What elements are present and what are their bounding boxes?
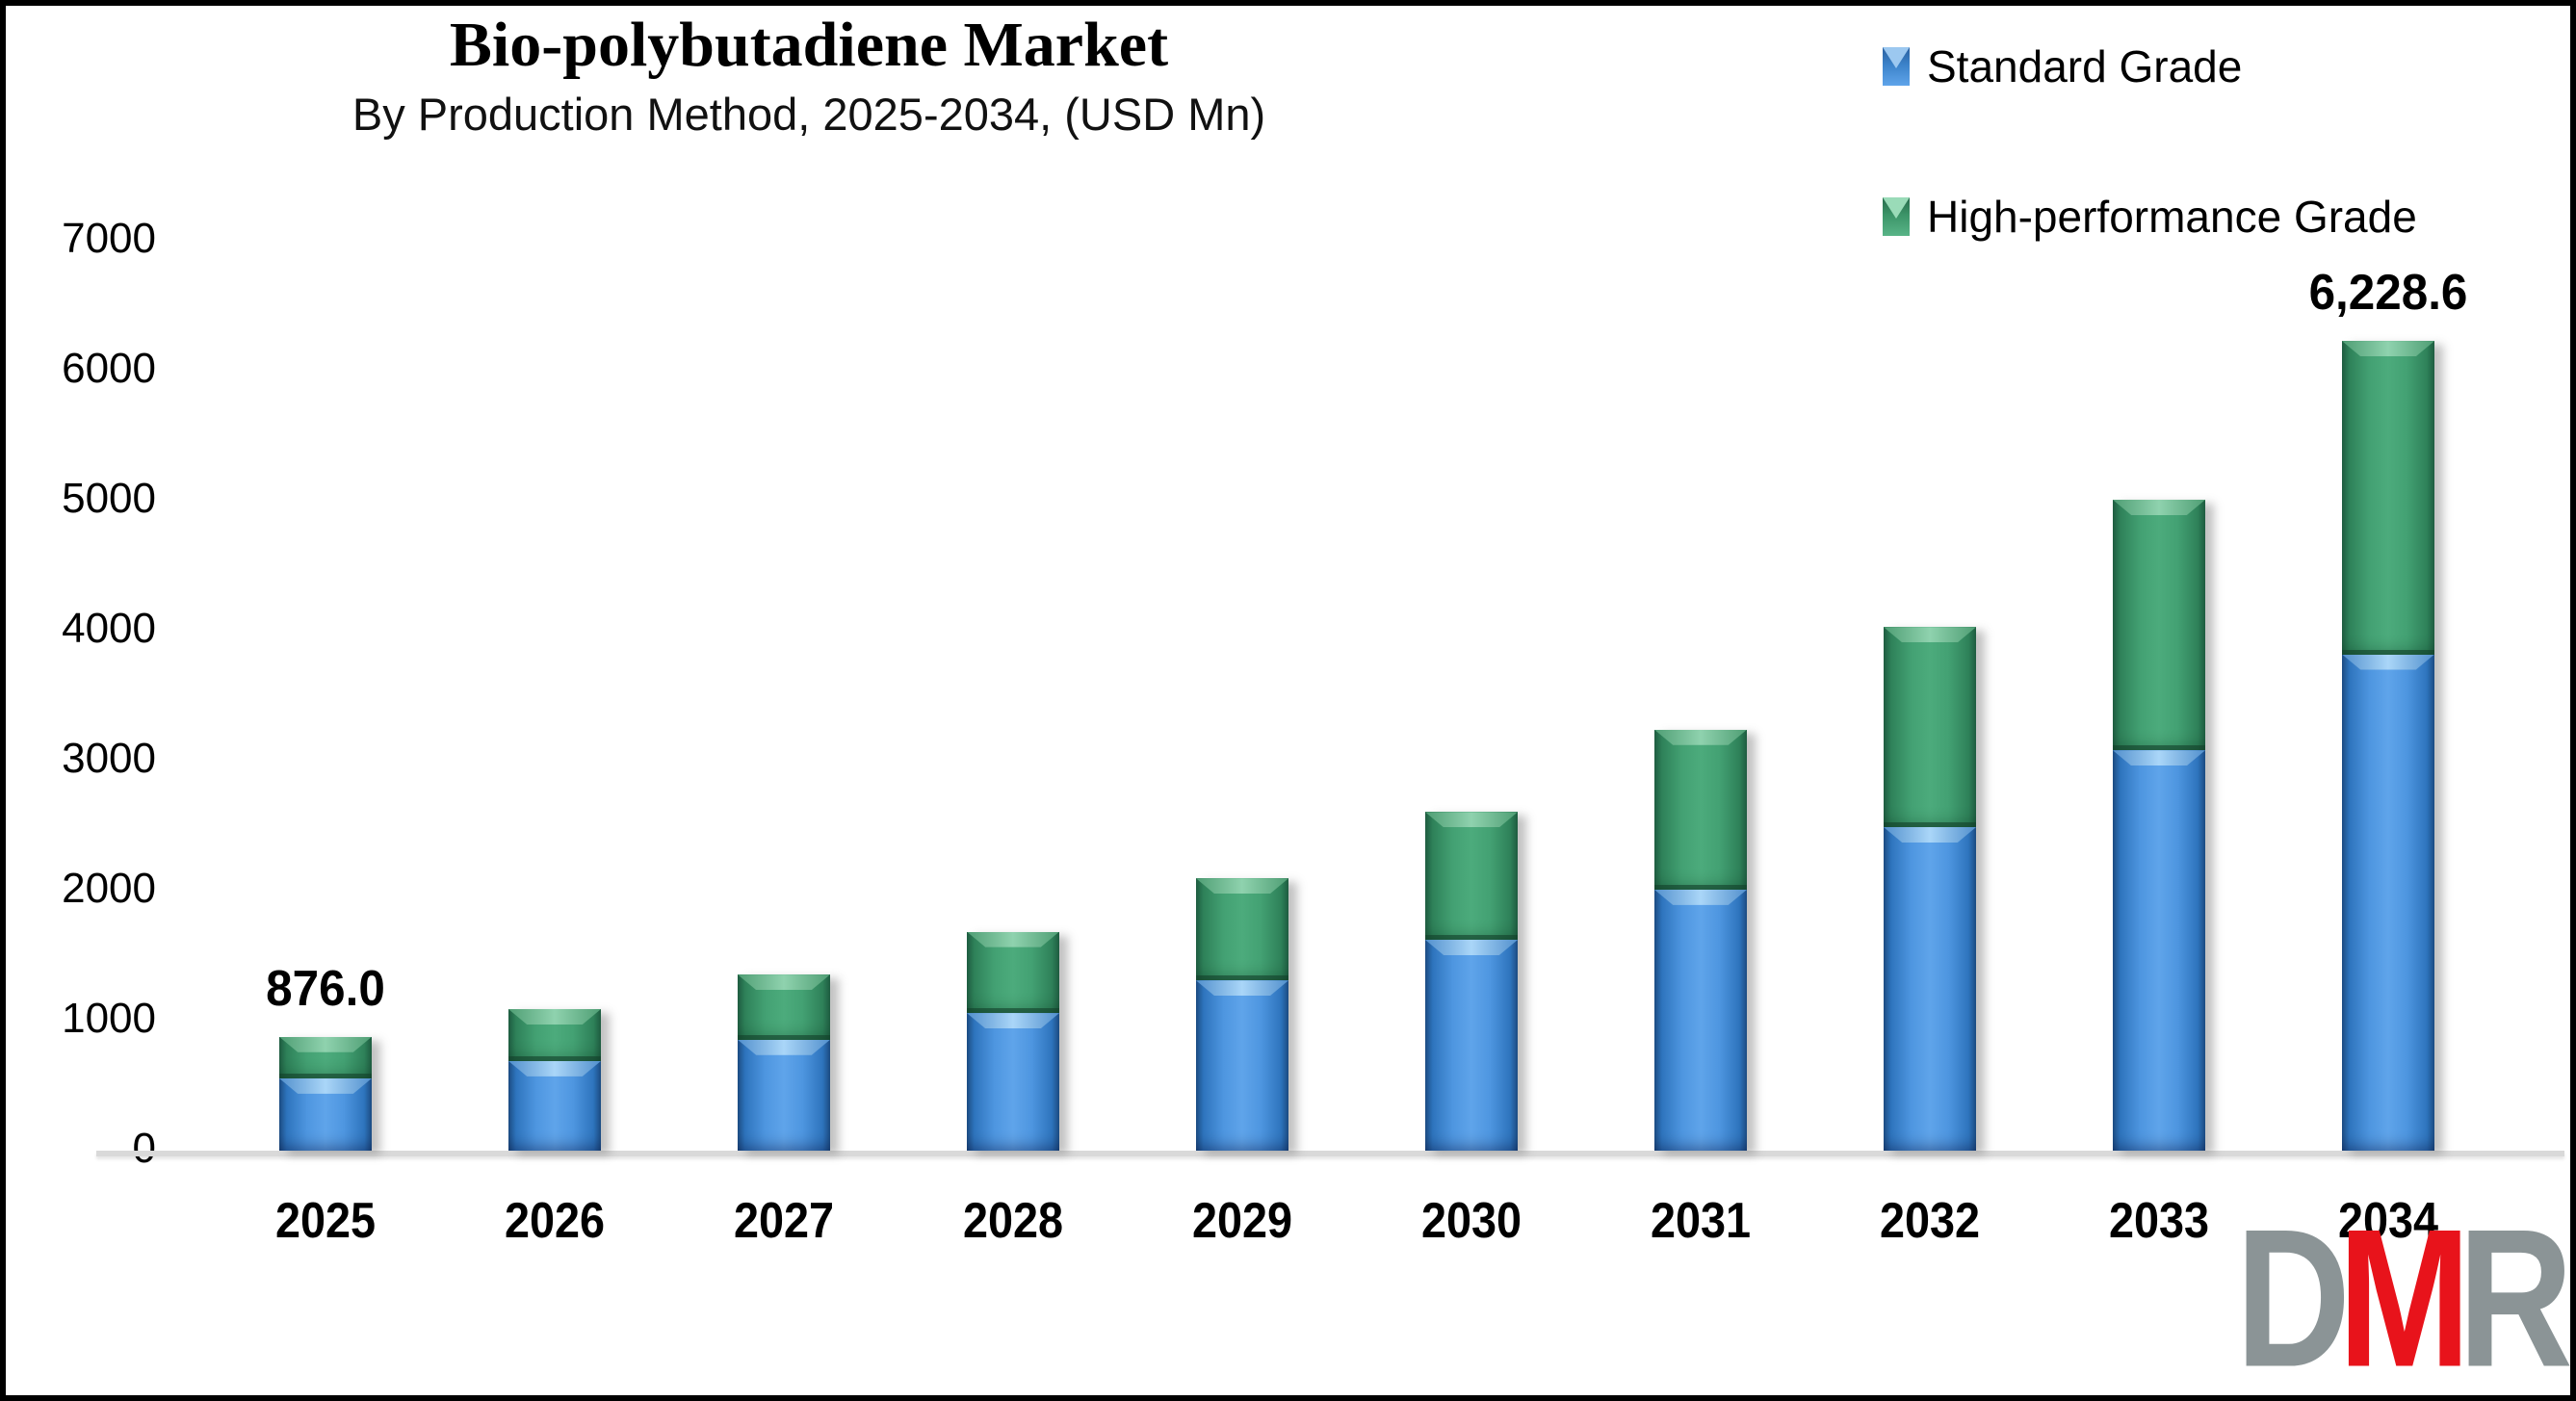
chart-subtitle: By Production Method, 2025-2034, (USD Mn… — [351, 89, 1266, 141]
bar-2026 — [508, 1008, 601, 1151]
x-axis-label: 2034 — [2337, 1193, 2439, 1249]
data-label: 6,228.6 — [2308, 265, 2468, 322]
legend-label: High-performance Grade — [1927, 192, 2417, 242]
segment-standard-grade — [1425, 939, 1518, 1151]
legend: Standard Grade High-performance Grade — [1883, 40, 2417, 341]
bar-2032 — [1884, 627, 1976, 1151]
segment-high-performance-grade — [2113, 499, 2205, 751]
segment-high-performance-grade — [967, 931, 1059, 1014]
segment-standard-grade — [738, 1039, 830, 1151]
bar-2028 — [967, 931, 1059, 1151]
segment-high-performance-grade — [508, 1008, 601, 1061]
segment-standard-grade — [1654, 889, 1747, 1151]
segment-standard-grade — [508, 1060, 601, 1151]
x-axis-line — [96, 1151, 2564, 1156]
y-axis-tick-label: 7000 — [62, 215, 156, 262]
x-axis-label: 2033 — [2108, 1193, 2210, 1249]
bar-2030 — [1425, 812, 1518, 1151]
logo-letter-r: R — [2458, 1189, 2573, 1401]
segment-high-performance-grade — [279, 1036, 372, 1078]
segment-standard-grade — [279, 1077, 372, 1151]
segment-high-performance-grade — [1884, 627, 1976, 827]
x-axis-label: 2032 — [1879, 1193, 1981, 1249]
bar-2033 — [2113, 499, 2205, 1151]
logo-letter-m: M — [2338, 1189, 2471, 1401]
segment-high-performance-grade — [738, 974, 830, 1040]
x-axis-label: 2026 — [504, 1193, 606, 1249]
segment-standard-grade — [1196, 980, 1288, 1151]
legend-marker-green-icon — [1883, 197, 1910, 236]
segment-standard-grade — [2113, 750, 2205, 1151]
x-axis-label: 2029 — [1191, 1193, 1293, 1249]
dmr-logo: DMR — [2235, 1189, 2573, 1401]
bar-2025 — [279, 1036, 372, 1151]
x-axis-label: 2031 — [1650, 1193, 1752, 1249]
data-label: 876.0 — [266, 960, 385, 1017]
bar-2031 — [1654, 729, 1747, 1151]
segment-high-performance-grade — [1196, 878, 1288, 981]
x-axis-label: 2028 — [962, 1193, 1064, 1249]
x-axis-label: 2027 — [733, 1193, 835, 1249]
y-axis-tick-label: 0 — [132, 1125, 156, 1172]
segment-standard-grade — [967, 1013, 1059, 1151]
x-axis-label: 2030 — [1420, 1193, 1522, 1249]
logo-letter-d: D — [2235, 1189, 2351, 1401]
segment-standard-grade — [2342, 654, 2434, 1151]
y-axis-tick-label: 1000 — [62, 995, 156, 1042]
y-axis-tick-label: 3000 — [62, 735, 156, 782]
chart-title: Bio-polybutadiene Market — [449, 10, 1169, 80]
y-axis-tick-label: 5000 — [62, 475, 156, 522]
bar-2027 — [738, 974, 830, 1151]
legend-marker-blue-icon — [1883, 47, 1910, 86]
x-axis-label: 2025 — [274, 1193, 377, 1249]
title-block: Bio-polybutadiene Market By Production M… — [144, 12, 1473, 141]
bar-2034 — [2342, 341, 2434, 1151]
y-axis-tick-label: 2000 — [62, 865, 156, 912]
segment-high-performance-grade — [1425, 812, 1518, 940]
legend-item-high-performance-grade: High-performance Grade — [1883, 191, 2417, 243]
segment-high-performance-grade — [2342, 341, 2434, 655]
bar-2029 — [1196, 878, 1288, 1151]
segment-high-performance-grade — [1654, 729, 1747, 890]
y-axis-tick-label: 4000 — [62, 605, 156, 652]
segment-standard-grade — [1884, 826, 1976, 1151]
legend-item-standard-grade: Standard Grade — [1883, 40, 2417, 92]
y-axis-tick-label: 6000 — [62, 345, 156, 392]
legend-label: Standard Grade — [1927, 41, 2243, 91]
